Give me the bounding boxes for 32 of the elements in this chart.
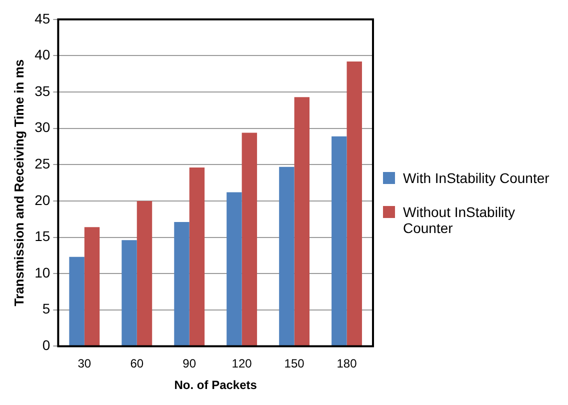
x-tick-label: 90 xyxy=(182,356,196,371)
y-tick-label: 20 xyxy=(34,192,50,208)
bar xyxy=(136,200,152,346)
bar xyxy=(84,227,100,346)
y-axis-title: Transmission and Receiving Time in ms xyxy=(11,59,26,306)
bar xyxy=(189,168,205,346)
bar xyxy=(294,97,310,346)
bar xyxy=(226,192,242,346)
x-tick-label: 180 xyxy=(336,356,358,371)
y-tick-label: 5 xyxy=(42,300,50,317)
x-tick-label: 120 xyxy=(232,356,252,371)
legend-label: With InStability Counter xyxy=(403,170,550,186)
legend-label: Without InStability Counter xyxy=(403,204,516,236)
bar xyxy=(174,222,190,346)
x-axis-title: No. of Packets xyxy=(174,378,258,392)
y-tick-label: 10 xyxy=(34,264,50,280)
bar xyxy=(242,132,258,346)
x-tick-label: 30 xyxy=(78,356,92,371)
x-tick-label: 150 xyxy=(284,356,305,371)
bar xyxy=(346,62,362,346)
bar xyxy=(122,240,137,346)
y-tick-label: 45 xyxy=(34,10,50,26)
y-tick-label: 25 xyxy=(34,156,50,172)
y-tick-label: 30 xyxy=(34,119,50,136)
bar xyxy=(279,166,294,346)
x-tick-label: 60 xyxy=(130,356,144,371)
bar xyxy=(332,136,347,346)
y-tick-label: 0 xyxy=(42,337,50,354)
y-tick-label: 35 xyxy=(34,82,50,99)
bar xyxy=(69,256,84,346)
y-tick-label: 40 xyxy=(34,46,50,63)
y-tick-label: 15 xyxy=(34,228,50,244)
